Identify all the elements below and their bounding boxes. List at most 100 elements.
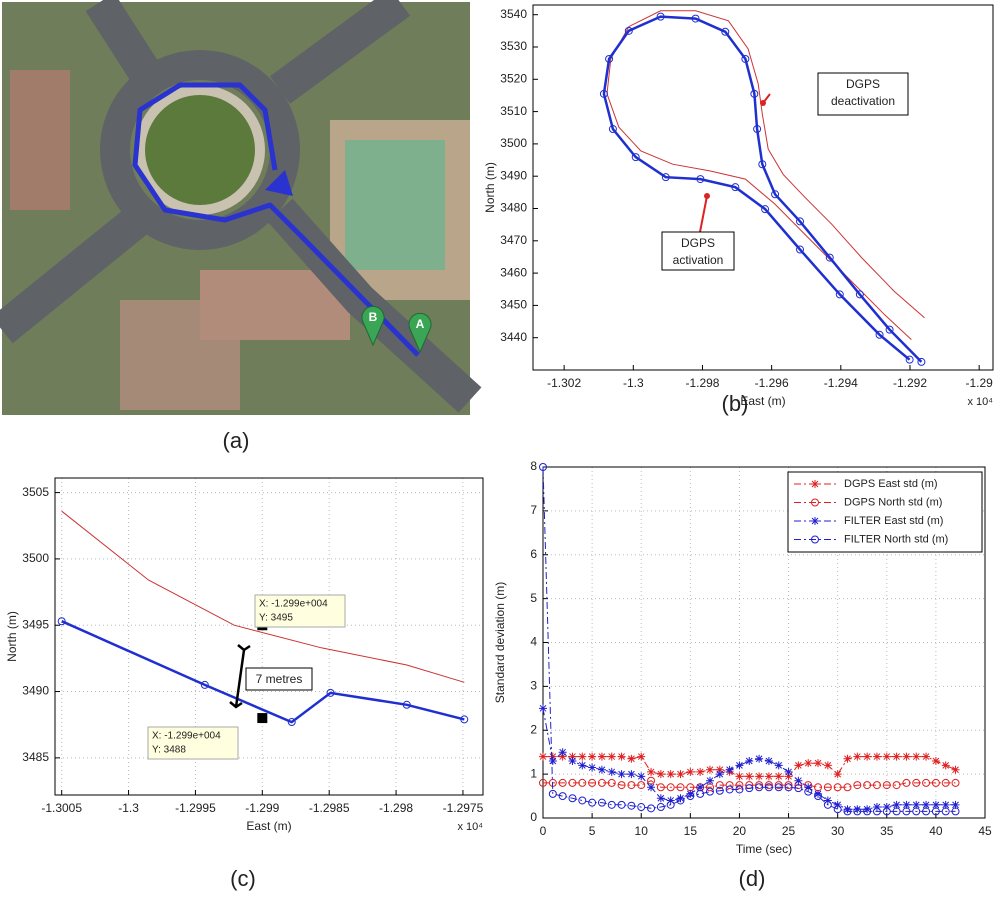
map-marker <box>361 305 385 347</box>
data-point <box>784 781 793 790</box>
road <box>269 0 411 104</box>
y-tick-label: 3500 <box>500 136 527 150</box>
data-point <box>951 778 960 787</box>
x-tick-label: -1.2975 <box>443 801 484 815</box>
x-tick-label: -1.2995 <box>175 801 216 815</box>
data-point <box>771 190 780 199</box>
x-tick-label: 10 <box>635 824 649 838</box>
data-point <box>686 789 695 798</box>
data-point <box>607 752 616 761</box>
x-tick-label: 25 <box>782 824 796 838</box>
data-point <box>922 778 931 787</box>
data-point <box>755 783 764 792</box>
data-point <box>705 765 714 774</box>
data-point <box>941 778 950 787</box>
data-point <box>666 800 675 809</box>
road <box>85 0 165 90</box>
y-tick-label: 3520 <box>500 71 527 85</box>
data-point <box>853 752 862 761</box>
annotation-box <box>661 231 735 271</box>
data-point <box>715 781 724 790</box>
data-point <box>872 803 881 812</box>
series-line <box>602 15 923 363</box>
data-point <box>597 752 606 761</box>
data-point <box>647 804 656 813</box>
y-tick-label: 3450 <box>500 298 527 312</box>
y-tick-label: 3490 <box>22 684 49 698</box>
datatip-box <box>254 594 346 628</box>
data-point <box>875 330 884 339</box>
x-tick-label: 30 <box>831 824 845 838</box>
x-axis-label: East (m) <box>246 819 291 833</box>
data-point <box>843 807 852 816</box>
road <box>0 196 161 344</box>
legend-label: FILTER North std (m) <box>844 533 948 545</box>
data-point <box>863 805 872 814</box>
data-point <box>931 778 940 787</box>
data-point <box>902 752 911 761</box>
x-tick-label: -1.3 <box>623 376 644 390</box>
annotation-text: deactivation <box>831 94 895 108</box>
data-point <box>774 783 783 792</box>
data-point <box>607 800 616 809</box>
data-point <box>872 807 881 816</box>
data-point <box>597 778 606 787</box>
annotation-text: 7 metres <box>256 672 303 686</box>
data-point <box>558 778 567 787</box>
data-point <box>804 783 813 792</box>
data-point <box>588 778 597 787</box>
data-point <box>656 783 665 792</box>
route-arrow <box>265 170 293 196</box>
x-tick-label: -1.296 <box>755 376 789 390</box>
data-point <box>951 800 960 809</box>
y-tick-label: 3470 <box>500 233 527 247</box>
data-point <box>656 12 665 21</box>
datatip-text: X: -1.299e+004 <box>259 599 328 610</box>
data-point <box>676 770 685 779</box>
data-point <box>835 290 844 299</box>
data-point <box>578 761 587 770</box>
data-point <box>617 752 626 761</box>
legend-marker <box>811 535 819 544</box>
data-point <box>814 789 823 798</box>
data-point <box>745 756 754 765</box>
data-point <box>637 803 646 812</box>
data-point <box>721 27 730 36</box>
data-point <box>558 792 567 801</box>
data-point <box>647 783 656 792</box>
data-point <box>796 245 805 254</box>
legend-box <box>787 471 983 553</box>
data-point <box>686 792 695 801</box>
data-point <box>696 767 705 776</box>
map-court-surface <box>345 140 445 270</box>
data-point <box>931 756 940 765</box>
data-point <box>627 801 636 810</box>
x-axis-label: East (m) <box>740 394 785 408</box>
data-point <box>755 772 764 781</box>
y-tick-label: 8 <box>530 459 537 473</box>
data-point <box>863 752 872 761</box>
x-tick-label: -1.3 <box>118 801 139 815</box>
x-tick-label: -1.3005 <box>41 801 82 815</box>
data-point <box>882 803 891 812</box>
data-point <box>624 26 633 35</box>
data-point <box>922 807 931 816</box>
annotation-box <box>817 72 909 116</box>
data-point <box>617 800 626 809</box>
data-point <box>872 781 881 790</box>
data-point <box>715 765 724 774</box>
data-point <box>287 718 296 727</box>
axis-multiplier: x 10⁴ <box>967 396 993 408</box>
data-point <box>814 792 823 801</box>
data-point <box>761 205 770 214</box>
map-building <box>10 70 70 210</box>
data-point <box>902 800 911 809</box>
data-point <box>568 778 577 787</box>
data-point <box>794 784 803 793</box>
data-point <box>784 783 793 792</box>
panel-caption: (c) <box>230 866 256 891</box>
x-tick-label: -1.302 <box>547 376 581 390</box>
data-point <box>823 761 832 770</box>
data-point <box>568 794 577 803</box>
data-point <box>931 800 940 809</box>
